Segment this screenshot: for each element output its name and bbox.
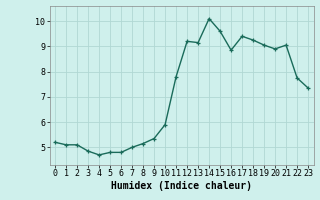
X-axis label: Humidex (Indice chaleur): Humidex (Indice chaleur) xyxy=(111,181,252,191)
